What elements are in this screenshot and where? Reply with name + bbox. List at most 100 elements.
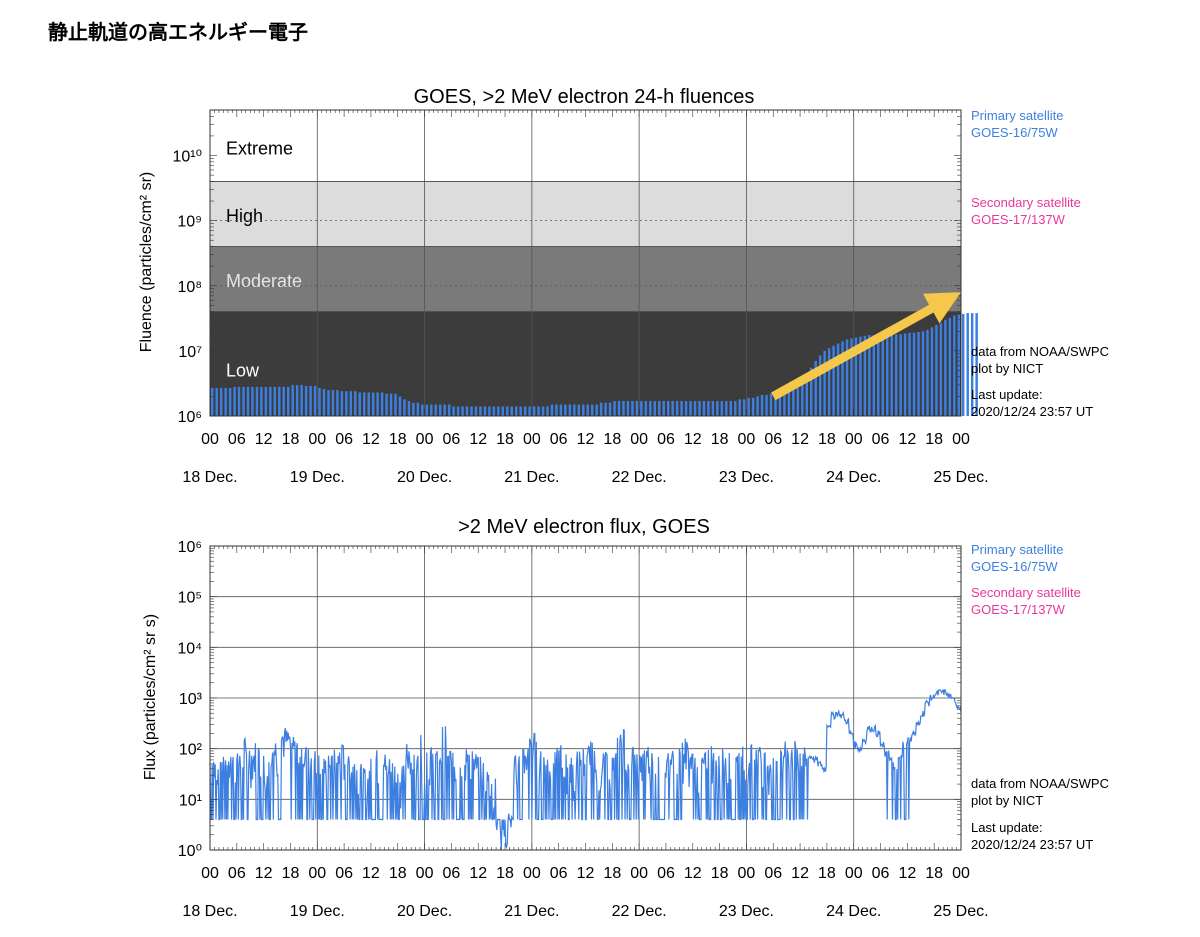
fluence-bar	[608, 402, 612, 416]
day-label: 22 Dec.	[612, 469, 667, 486]
fluence-bar	[881, 335, 885, 416]
fluence-bar	[425, 404, 429, 416]
fluence-bar	[810, 367, 813, 416]
fluence-bar	[447, 404, 451, 416]
day-label: 20 Dec.	[397, 469, 452, 486]
hour-tick-label: 12	[898, 431, 916, 448]
fluence-grid	[316, 110, 855, 416]
primary-satellite-name: GOES-16/75W	[971, 559, 1058, 574]
day-label: 25 Dec.	[933, 469, 988, 486]
flux-y-axis-label: Flux (particles/cm² sr s)	[142, 614, 159, 780]
hour-tick-label: 00	[308, 865, 326, 882]
flux-chart-title: >2 MeV electron flux, GOES	[458, 516, 710, 538]
y-tick-label: 10⁵	[178, 590, 202, 607]
fluence-bar	[640, 400, 643, 416]
fluence-bar	[827, 348, 831, 416]
day-label: 22 Dec.	[612, 903, 667, 920]
fluence-bar	[644, 400, 648, 416]
hour-tick-label: 18	[282, 431, 300, 448]
hour-tick-label: 06	[550, 431, 568, 448]
fluence-bar	[742, 399, 746, 416]
fluence-bar	[666, 400, 670, 416]
fluence-bar	[899, 334, 902, 416]
fluence-bar	[617, 400, 621, 416]
y-tick-label: 10⁸	[177, 279, 202, 296]
fluence-bar	[868, 335, 871, 416]
fluence-bar	[720, 400, 724, 416]
hour-tick-label: 06	[442, 431, 460, 448]
hour-tick-label: 00	[630, 865, 648, 882]
hour-tick-label: 00	[952, 431, 970, 448]
fluence-bar	[260, 386, 263, 416]
fluence-bar	[228, 387, 232, 416]
hour-tick-label: 12	[577, 865, 595, 882]
fluence-bar	[698, 400, 701, 416]
hour-tick-label: 06	[872, 865, 890, 882]
fluence-bar	[948, 317, 952, 416]
fluence-bar	[394, 393, 397, 416]
last-update-label: Last update:	[971, 820, 1043, 835]
fluence-bar	[863, 335, 867, 416]
fluence-bar	[246, 386, 250, 416]
fluence-bar	[877, 335, 880, 416]
fluence-bar	[774, 393, 777, 416]
flux-line-goes16	[209, 689, 962, 851]
fluence-bar	[649, 400, 652, 416]
fluence-bar	[689, 400, 692, 416]
day-label: 23 Dec.	[719, 469, 774, 486]
fluence-bar	[300, 384, 303, 416]
fluence-bar	[237, 386, 241, 416]
fluence-bar	[760, 395, 764, 416]
fluence-bar	[738, 399, 741, 416]
fluence-bar	[434, 404, 437, 416]
day-label: 25 Dec.	[933, 903, 988, 920]
flux-chart: >2 MeV electron flux, GOES 00 06 12 18 00 06 1…	[142, 516, 989, 920]
fluence-bar	[613, 400, 616, 416]
fluence-bar	[751, 397, 755, 416]
hour-tick-label: 12	[684, 865, 702, 882]
fluence-bar	[970, 313, 974, 416]
fluence-bar	[242, 386, 245, 416]
fluence-bar	[854, 337, 858, 416]
fluence-bar	[792, 390, 795, 416]
band-moderate	[210, 246, 961, 312]
fluence-bar	[908, 332, 911, 416]
hour-tick-label: 00	[738, 865, 756, 882]
fluence-bar	[541, 406, 545, 416]
fluence-bar	[818, 355, 822, 416]
hour-tick-label: 00	[523, 431, 541, 448]
band-label: Extreme	[226, 138, 293, 158]
secondary-satellite-name: GOES-17/137W	[971, 602, 1066, 617]
fluence-bar	[921, 331, 925, 416]
fluence-bar	[778, 392, 782, 416]
hour-tick-label: 06	[657, 431, 675, 448]
fluence-bar	[211, 387, 214, 416]
fluence-bar	[514, 406, 518, 416]
y-tick-label: 10⁰	[178, 843, 202, 860]
hour-tick-label: 18	[818, 865, 836, 882]
flux-axes: 00 06 12 18 00 06 12 18 00 06 12 18 00 06 12 18 00 06 12 18…	[177, 539, 988, 920]
fluence-bar	[537, 406, 540, 416]
fluence-bar	[412, 402, 415, 416]
fluence-bar	[734, 400, 737, 416]
fluence-bar	[313, 385, 317, 416]
fluence-bar	[966, 313, 969, 416]
plot-credit: plot by NICT	[971, 361, 1043, 376]
fluence-bar	[894, 334, 898, 416]
fluence-bar	[586, 404, 589, 416]
hour-tick-label: 12	[469, 865, 487, 882]
fluence-bar	[282, 386, 285, 416]
fluence-bar	[336, 390, 339, 416]
hour-tick-label: 06	[442, 865, 460, 882]
hour-tick-label: 00	[523, 865, 541, 882]
hour-tick-label: 00	[738, 431, 756, 448]
hour-tick-label: 12	[898, 865, 916, 882]
fluence-bar	[407, 400, 411, 416]
primary-satellite-name: GOES-16/75W	[971, 125, 1058, 140]
fluence-bar	[322, 388, 326, 416]
hour-tick-label: 12	[577, 431, 595, 448]
trend-arrow	[771, 292, 961, 401]
fluence-bars	[211, 313, 978, 416]
fluence-bar	[304, 385, 308, 416]
